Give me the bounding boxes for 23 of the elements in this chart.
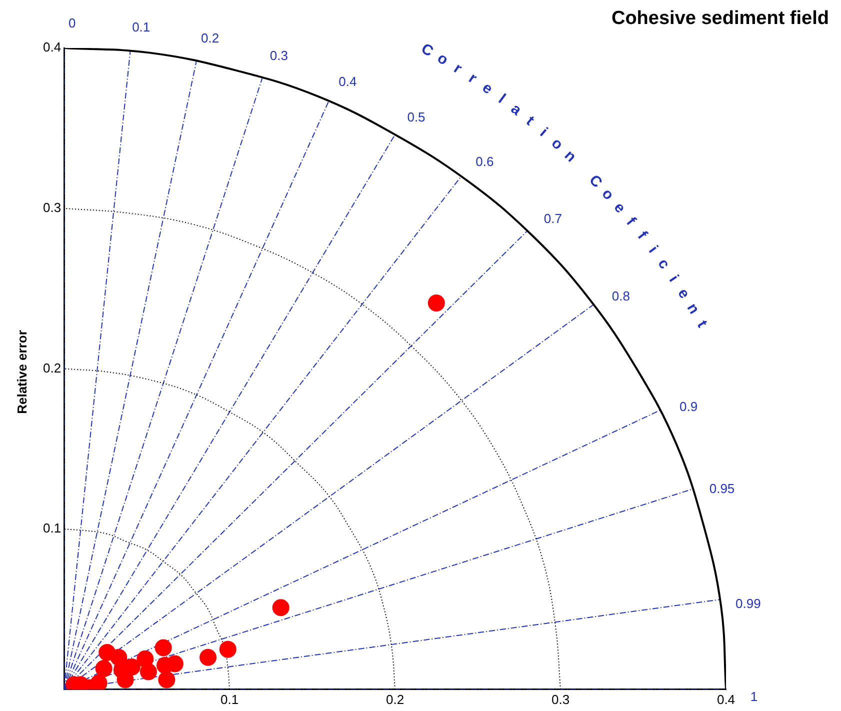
annotation: 0.4	[338, 74, 357, 89]
y-tick-label: 0.3	[42, 200, 62, 215]
y-tick-label: 0.2	[42, 360, 62, 376]
annotation: 0.5	[407, 110, 426, 125]
annotation: 0.2	[201, 30, 220, 46]
annotation: 0.9	[680, 399, 698, 414]
annotation: 0	[68, 16, 76, 31]
y-tick-label: 0.1	[42, 520, 62, 536]
annotation: 0.8	[612, 288, 630, 304]
x-tick-label: 0.4	[716, 692, 736, 707]
annotation: 1	[750, 688, 758, 704]
annotation: 0.6	[476, 154, 494, 169]
annotation: 0.1	[132, 20, 150, 35]
x-tick-label: 0.3	[551, 692, 570, 707]
annotation: 0.7	[544, 211, 562, 226]
y-tick-label: 0.4	[42, 40, 62, 55]
annotation: 0.99	[736, 596, 761, 611]
chart-title: Cohesive sediment field	[611, 8, 829, 30]
annotation: 0.95	[709, 480, 735, 496]
x-tick-label: 0.2	[386, 692, 404, 707]
x-tick-label: 0.1	[220, 692, 239, 707]
y-axis-title: Relative error	[14, 330, 30, 414]
annotation: 0.3	[270, 48, 288, 64]
